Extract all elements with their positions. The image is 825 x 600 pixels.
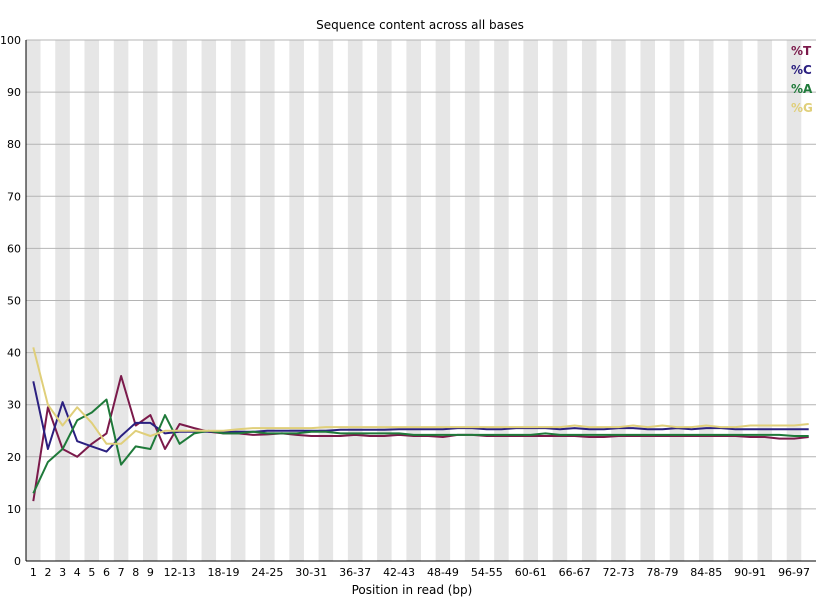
series-lines [32, 347, 809, 502]
x-tick-label: 5 [88, 566, 95, 579]
x-tick-label: 1 [30, 566, 37, 579]
x-tick-label: 66-67 [559, 566, 591, 579]
x-tick-label: 7 [118, 566, 125, 579]
x-axis-ticks: 1 2 3 4 5 6 7 8 9 12-13 18-19 24-25 30-31 36-37 42-43 4… [30, 566, 810, 579]
y-axis-ticks: 0 10 20 30 40 50 60 70 80 90 100 [0, 34, 21, 568]
series-line [32, 375, 809, 502]
x-tick-label: 48-49 [427, 566, 459, 579]
y-tick-label: 20 [7, 451, 21, 464]
x-tick-label: 84-85 [690, 566, 722, 579]
x-tick-label: 2 [44, 566, 51, 579]
y-tick-label: 30 [7, 399, 21, 412]
x-tick-label: 78-79 [646, 566, 678, 579]
x-tick-label: 3 [59, 566, 66, 579]
x-tick-label: 36-37 [339, 566, 371, 579]
x-tick-label: 18-19 [208, 566, 240, 579]
chart-title: Sequence content across all bases [316, 18, 524, 32]
y-tick-label: 10 [7, 503, 21, 516]
legend-entry: %A [791, 82, 813, 96]
y-tick-label: 90 [7, 86, 21, 99]
series-line [32, 347, 809, 445]
y-tick-label: 60 [7, 242, 21, 255]
legend-entry: %G [791, 101, 813, 115]
y-tick-label: 50 [7, 295, 21, 308]
legend: %T %C %A %G [791, 44, 813, 115]
x-tick-label: 8 [132, 566, 139, 579]
x-tick-label: 60-61 [515, 566, 547, 579]
y-tick-label: 70 [7, 190, 21, 203]
x-tick-label: 96-97 [778, 566, 810, 579]
y-tick-label: 0 [14, 555, 21, 568]
legend-entry: %C [791, 63, 812, 77]
x-tick-label: 9 [147, 566, 154, 579]
x-tick-label: 6 [103, 566, 110, 579]
x-tick-label: 72-73 [603, 566, 635, 579]
legend-entry: %T [791, 44, 812, 58]
x-tick-label: 12-13 [164, 566, 196, 579]
series-line [32, 398, 809, 494]
x-tick-label: 4 [74, 566, 81, 579]
x-tick-label: 90-91 [734, 566, 766, 579]
x-tick-label: 42-43 [383, 566, 415, 579]
y-tick-label: 100 [0, 34, 21, 47]
gridlines [26, 39, 816, 562]
y-tick-label: 40 [7, 347, 21, 360]
x-tick-label: 30-31 [295, 566, 327, 579]
x-tick-label: 54-55 [471, 566, 503, 579]
y-tick-label: 80 [7, 138, 21, 151]
x-axis-label: Position in read (bp) [352, 583, 473, 597]
x-tick-label: 24-25 [251, 566, 283, 579]
